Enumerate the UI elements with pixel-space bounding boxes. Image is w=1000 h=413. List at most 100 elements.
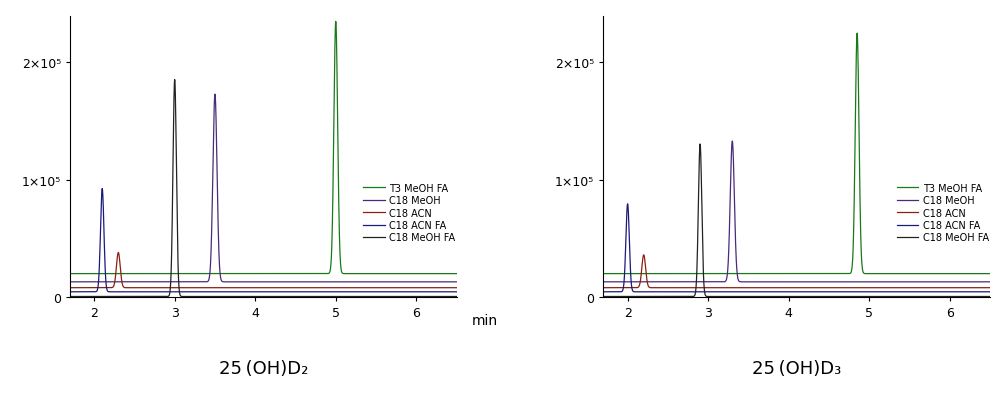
T3 MeOH FA bbox=[451, 271, 463, 276]
C18 ACN bbox=[112, 250, 124, 255]
C18 ACN FA bbox=[691, 290, 703, 294]
C18 MeOH bbox=[726, 139, 738, 144]
Legend: T3 MeOH FA, C18 MeOH, C18 ACN, C18 ACN FA, C18 MeOH FA: T3 MeOH FA, C18 MeOH, C18 ACN, C18 ACN F… bbox=[897, 183, 989, 243]
Line: C18 ACN: C18 ACN bbox=[603, 255, 990, 288]
C18 ACN bbox=[771, 285, 783, 290]
Line: C18 MeOH: C18 MeOH bbox=[70, 95, 457, 282]
C18 ACN FA bbox=[237, 290, 249, 294]
Line: C18 ACN FA: C18 ACN FA bbox=[603, 204, 990, 292]
C18 MeOH FA bbox=[237, 294, 249, 299]
Line: C18 ACN FA: C18 ACN FA bbox=[70, 189, 457, 292]
C18 ACN FA bbox=[984, 290, 996, 294]
C18 ACN FA bbox=[689, 290, 701, 294]
T3 MeOH FA bbox=[448, 271, 460, 276]
C18 MeOH bbox=[158, 280, 170, 285]
C18 MeOH FA bbox=[158, 294, 170, 299]
C18 MeOH FA bbox=[64, 294, 76, 299]
C18 MeOH bbox=[210, 106, 222, 111]
C18 ACN bbox=[154, 285, 166, 290]
T3 MeOH FA bbox=[154, 271, 166, 276]
C18 ACN bbox=[984, 285, 996, 290]
C18 ACN bbox=[158, 285, 170, 290]
C18 MeOH bbox=[209, 93, 221, 97]
C18 ACN bbox=[237, 285, 249, 290]
C18 MeOH FA bbox=[984, 294, 996, 299]
C18 ACN bbox=[743, 285, 755, 290]
C18 MeOH FA bbox=[687, 294, 699, 299]
C18 MeOH bbox=[771, 280, 783, 285]
C18 ACN FA bbox=[771, 290, 783, 294]
C18 ACN bbox=[448, 285, 460, 290]
T3 MeOH FA bbox=[689, 271, 701, 276]
C18 ACN FA bbox=[64, 290, 76, 294]
C18 ACN FA bbox=[451, 290, 463, 294]
T3 MeOH FA bbox=[743, 271, 755, 276]
C18 MeOH FA bbox=[154, 294, 166, 299]
C18 MeOH FA bbox=[451, 294, 463, 299]
C18 MeOH bbox=[689, 280, 701, 285]
C18 ACN bbox=[156, 285, 168, 290]
C18 ACN bbox=[687, 285, 699, 290]
C18 MeOH bbox=[451, 280, 463, 285]
C18 ACN FA bbox=[154, 290, 166, 294]
C18 MeOH bbox=[743, 280, 755, 285]
C18 MeOH bbox=[984, 280, 996, 285]
C18 MeOH bbox=[691, 280, 703, 285]
C18 MeOH bbox=[981, 280, 993, 285]
C18 MeOH bbox=[64, 280, 76, 285]
Legend: T3 MeOH FA, C18 MeOH, C18 ACN, C18 ACN FA, C18 MeOH FA: T3 MeOH FA, C18 MeOH, C18 ACN, C18 ACN F… bbox=[363, 183, 456, 243]
C18 ACN FA bbox=[210, 290, 222, 294]
T3 MeOH FA bbox=[851, 32, 863, 37]
C18 MeOH bbox=[448, 280, 460, 285]
C18 MeOH FA bbox=[743, 294, 755, 299]
T3 MeOH FA bbox=[156, 271, 168, 276]
C18 ACN bbox=[210, 285, 222, 290]
Line: C18 MeOH FA: C18 MeOH FA bbox=[70, 80, 457, 297]
C18 ACN FA bbox=[448, 290, 460, 294]
C18 ACN FA bbox=[597, 290, 609, 294]
T3 MeOH FA bbox=[691, 271, 703, 276]
C18 MeOH FA bbox=[691, 255, 703, 260]
C18 ACN FA bbox=[743, 290, 755, 294]
C18 MeOH FA bbox=[694, 142, 706, 147]
Line: C18 MeOH: C18 MeOH bbox=[603, 142, 990, 282]
C18 ACN bbox=[981, 285, 993, 290]
Text: 25 (OH)D₂: 25 (OH)D₂ bbox=[219, 359, 308, 377]
Line: T3 MeOH FA: T3 MeOH FA bbox=[70, 22, 457, 274]
C18 MeOH bbox=[687, 280, 699, 285]
C18 MeOH bbox=[597, 280, 609, 285]
Text: 25 (OH)D₃: 25 (OH)D₃ bbox=[752, 359, 841, 377]
C18 MeOH FA bbox=[448, 294, 460, 299]
T3 MeOH FA bbox=[330, 20, 342, 25]
C18 ACN FA bbox=[156, 290, 168, 294]
C18 MeOH FA bbox=[156, 294, 168, 299]
C18 ACN bbox=[689, 285, 701, 290]
C18 MeOH FA bbox=[169, 78, 181, 83]
T3 MeOH FA bbox=[64, 271, 76, 276]
C18 ACN FA bbox=[622, 202, 634, 207]
C18 ACN bbox=[451, 285, 463, 290]
C18 ACN bbox=[691, 285, 703, 290]
Text: min: min bbox=[472, 313, 498, 327]
C18 ACN FA bbox=[96, 187, 108, 192]
Line: T3 MeOH FA: T3 MeOH FA bbox=[603, 34, 990, 274]
T3 MeOH FA bbox=[210, 271, 222, 276]
T3 MeOH FA bbox=[597, 271, 609, 276]
C18 ACN bbox=[638, 253, 650, 258]
T3 MeOH FA bbox=[687, 271, 699, 276]
C18 ACN FA bbox=[158, 290, 170, 294]
Line: C18 MeOH FA: C18 MeOH FA bbox=[603, 145, 990, 297]
C18 MeOH FA bbox=[689, 292, 701, 297]
C18 MeOH FA bbox=[597, 294, 609, 299]
T3 MeOH FA bbox=[158, 271, 170, 276]
T3 MeOH FA bbox=[981, 271, 993, 276]
C18 MeOH FA bbox=[210, 294, 222, 299]
T3 MeOH FA bbox=[771, 271, 783, 276]
T3 MeOH FA bbox=[237, 271, 249, 276]
C18 MeOH bbox=[237, 280, 249, 285]
C18 MeOH bbox=[156, 280, 168, 285]
T3 MeOH FA bbox=[984, 271, 996, 276]
C18 MeOH bbox=[154, 280, 166, 285]
Line: C18 ACN: C18 ACN bbox=[70, 253, 457, 288]
C18 ACN FA bbox=[687, 290, 699, 294]
